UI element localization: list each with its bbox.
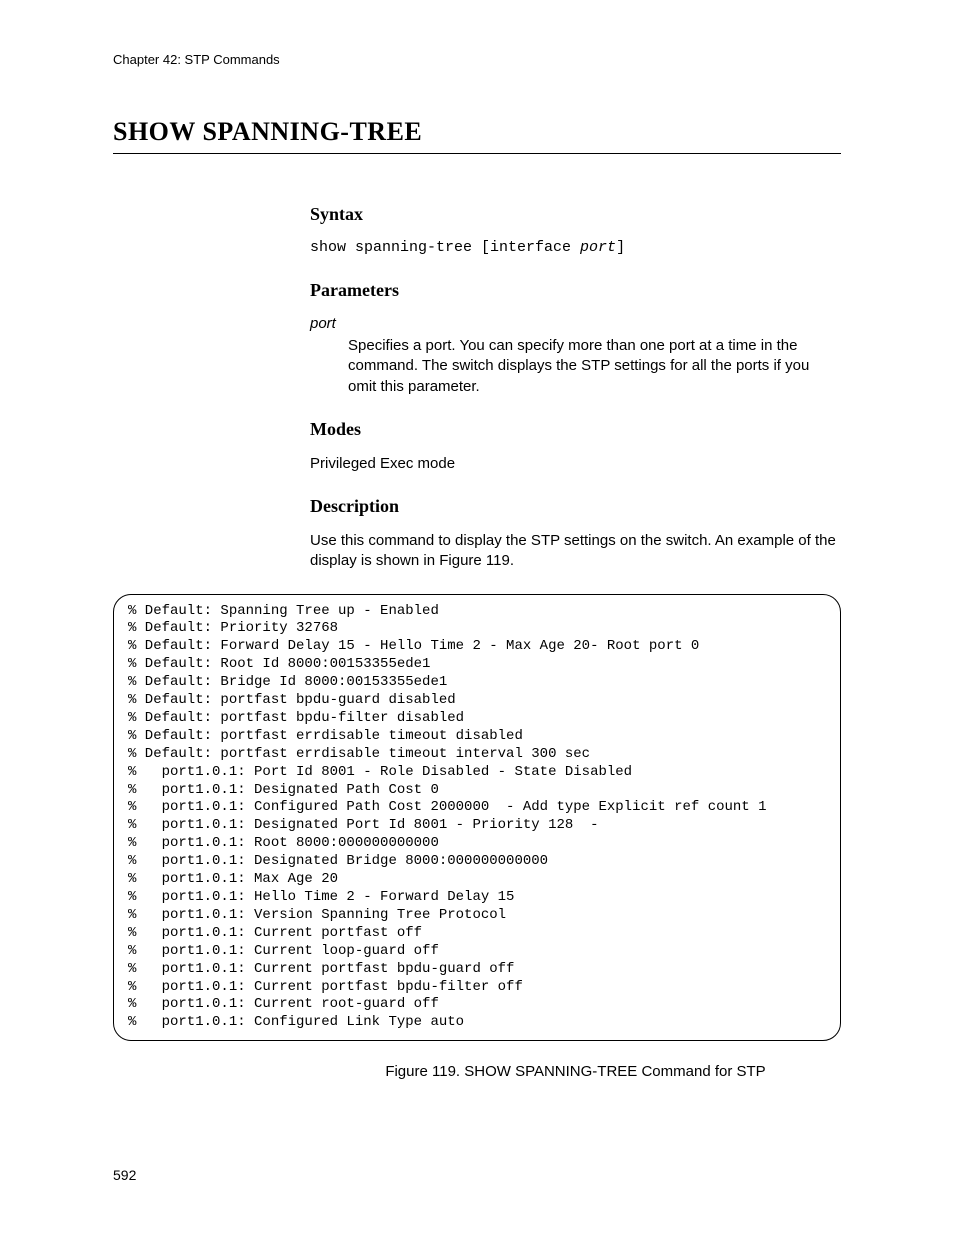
syntax-prefix: show spanning-tree [interface	[310, 239, 580, 256]
syntax-var: port	[580, 239, 616, 256]
parameter-name: port	[310, 315, 841, 332]
syntax-command: show spanning-tree [interface port]	[310, 239, 841, 256]
parameter-description: Specifies a port. You can specify more t…	[348, 336, 841, 397]
page-title: SHOW SPANNING-TREE	[113, 117, 841, 154]
code-output-box: % Default: Spanning Tree up - Enabled % …	[113, 594, 841, 1042]
parameters-section: Parameters port Specifies a port. You ca…	[310, 280, 841, 397]
page-number: 592	[113, 1167, 136, 1183]
description-text: Use this command to display the STP sett…	[310, 531, 841, 572]
syntax-heading: Syntax	[310, 204, 841, 225]
modes-heading: Modes	[310, 419, 841, 440]
syntax-section: Syntax show spanning-tree [interface por…	[310, 204, 841, 256]
modes-section: Modes Privileged Exec mode	[310, 419, 841, 474]
modes-text: Privileged Exec mode	[310, 454, 841, 474]
description-heading: Description	[310, 496, 841, 517]
chapter-header: Chapter 42: STP Commands	[113, 52, 841, 67]
figure-caption: Figure 119. SHOW SPANNING-TREE Command f…	[310, 1063, 841, 1080]
page-container: Chapter 42: STP Commands SHOW SPANNING-T…	[0, 0, 954, 1235]
parameters-heading: Parameters	[310, 280, 841, 301]
description-section: Description Use this command to display …	[310, 496, 841, 572]
syntax-suffix: ]	[616, 239, 625, 256]
